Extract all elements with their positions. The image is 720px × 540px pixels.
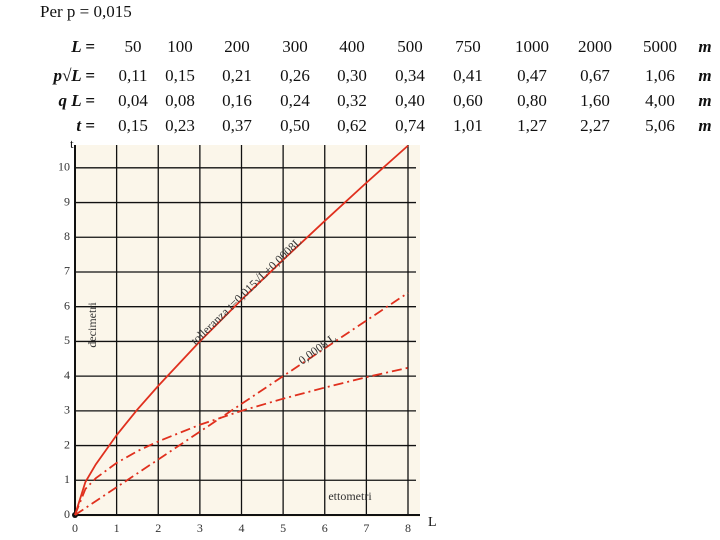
table-cell: 0,41 bbox=[453, 66, 483, 85]
y-tick-label: 10 bbox=[58, 160, 70, 174]
x-tick-label: 2 bbox=[155, 521, 161, 535]
table-cell: 0,04 bbox=[118, 91, 148, 110]
chart: 0 1 2 3 4 5 6 7 8 0 1 2 3 4 5 6 7 8 9 10 bbox=[58, 144, 420, 535]
table-cell: 0,50 bbox=[280, 116, 310, 135]
table-cell: 4,00 bbox=[645, 91, 675, 110]
table-cell: 0,26 bbox=[280, 66, 310, 85]
curve bbox=[74, 292, 409, 516]
table-cell: 0,16 bbox=[222, 91, 252, 110]
y-axis-label: t bbox=[70, 136, 74, 151]
table-cell: 0,15 bbox=[118, 116, 148, 135]
unit: m bbox=[698, 91, 711, 110]
x-unit-label: ettometri bbox=[328, 489, 372, 503]
table-cell: 0,11 bbox=[118, 66, 147, 85]
table-cell: 0,60 bbox=[453, 91, 483, 110]
table-cell: 0,24 bbox=[280, 91, 310, 110]
row-label: L = bbox=[70, 37, 95, 56]
x-tick-label: 1 bbox=[114, 521, 120, 535]
y-tick-label: 0 bbox=[64, 507, 70, 521]
table-cell: 50 bbox=[125, 37, 142, 56]
x-tick-label: 6 bbox=[322, 521, 328, 535]
table-cell: 100 bbox=[167, 37, 193, 56]
x-tick-label: 0 bbox=[72, 521, 78, 535]
y-tick-label: 6 bbox=[64, 298, 70, 312]
table-cell: 0,30 bbox=[337, 66, 367, 85]
table-cell: 0,21 bbox=[222, 66, 252, 85]
y-tick-label: 3 bbox=[64, 403, 70, 417]
table-cell: 0,62 bbox=[337, 116, 367, 135]
table-cell: 5,06 bbox=[645, 116, 675, 135]
x-tick-label: 5 bbox=[280, 521, 286, 535]
y-tick-label: 9 bbox=[64, 194, 70, 208]
table-cell: 400 bbox=[339, 37, 365, 56]
y-unit-label: decimetri bbox=[85, 302, 99, 348]
table-cell: 0,74 bbox=[395, 116, 425, 135]
chart-background bbox=[75, 145, 420, 517]
table-cell: 0,40 bbox=[395, 91, 425, 110]
x-tick-label: 7 bbox=[363, 521, 369, 535]
row-label: p√L = bbox=[51, 66, 95, 85]
x-axis-label: L bbox=[428, 515, 437, 530]
unit: m bbox=[698, 66, 711, 85]
table-cell: 0,32 bbox=[337, 91, 367, 110]
table-cell: 750 bbox=[455, 37, 481, 56]
table-cell: 0,67 bbox=[580, 66, 610, 85]
y-tick-label: 7 bbox=[64, 264, 70, 278]
row-label: t = bbox=[76, 116, 95, 135]
table-cell: 2,27 bbox=[580, 116, 610, 135]
table-cell: 0,47 bbox=[517, 66, 547, 85]
table-cell: 500 bbox=[397, 37, 423, 56]
x-tick-label: 4 bbox=[239, 521, 245, 535]
y-tick-label: 2 bbox=[64, 437, 70, 451]
table-cell: 5000 bbox=[643, 37, 677, 56]
table-cell: 1,60 bbox=[580, 91, 610, 110]
table-cell: 1,01 bbox=[453, 116, 483, 135]
y-tick-label: 5 bbox=[64, 333, 70, 347]
x-tick-label: 8 bbox=[405, 521, 411, 535]
curve bbox=[74, 144, 409, 516]
x-tick-label: 3 bbox=[197, 521, 203, 535]
table-cell: 200 bbox=[224, 37, 250, 56]
table-cell: 0,23 bbox=[165, 116, 195, 135]
table-cell: 0,15 bbox=[165, 66, 195, 85]
table-cell: 1,27 bbox=[517, 116, 547, 135]
table-cell: 1,06 bbox=[645, 66, 675, 85]
header-title: Per p = 0,015 bbox=[40, 2, 132, 21]
table-cell: 0,08 bbox=[165, 91, 195, 110]
table-cell: 0,34 bbox=[395, 66, 425, 85]
table-cell: 0,37 bbox=[222, 116, 252, 135]
curve bbox=[74, 366, 409, 516]
unit: m bbox=[698, 37, 711, 56]
y-tick-label: 8 bbox=[64, 229, 70, 243]
y-tick-label: 4 bbox=[64, 368, 70, 382]
unit: m bbox=[698, 116, 711, 135]
row-label: q L = bbox=[59, 91, 95, 110]
table-cell: 0,80 bbox=[517, 91, 547, 110]
table-cell: 2000 bbox=[578, 37, 612, 56]
table-cell: 300 bbox=[282, 37, 308, 56]
table-cell: 1000 bbox=[515, 37, 549, 56]
y-tick-label: 1 bbox=[64, 472, 70, 486]
